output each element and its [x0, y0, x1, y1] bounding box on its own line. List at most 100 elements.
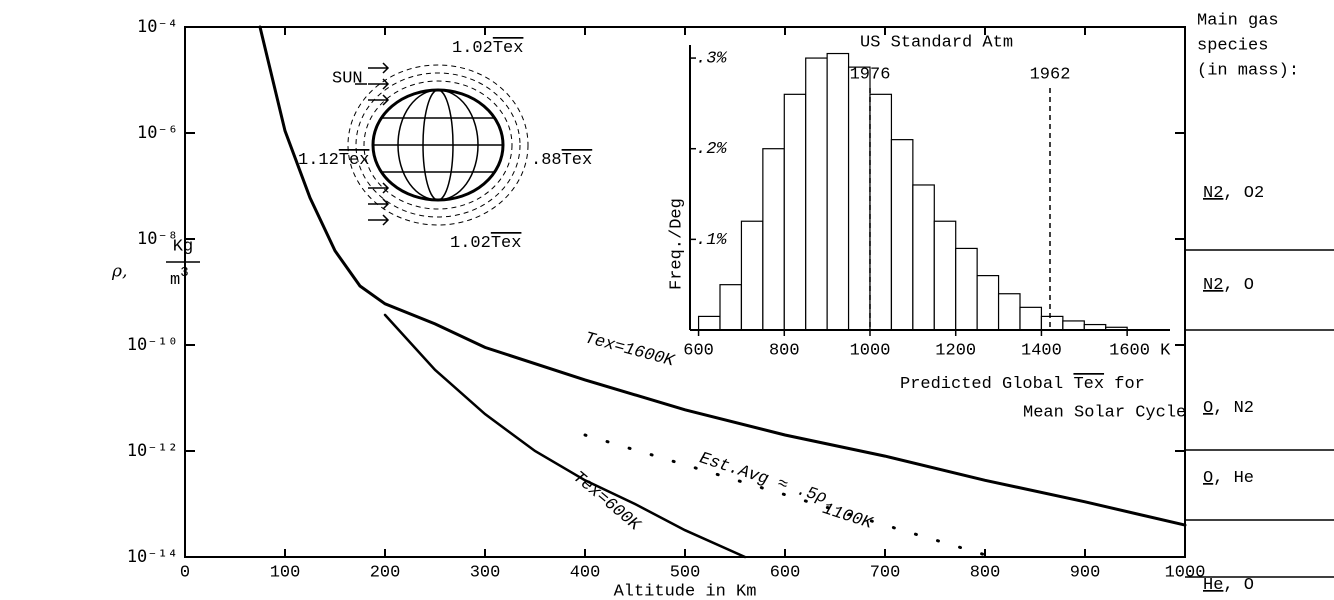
series-label-part: Est.Avg ≈ .5ρ [697, 450, 829, 509]
y-tick-label: 10⁻⁸ [137, 229, 178, 249]
inset-x-label-part: for [1104, 375, 1145, 394]
y-tick-label: 10⁻¹⁴ [127, 547, 178, 567]
species-label-part: , O2 [1223, 184, 1264, 203]
y-axis-unit-den: m3 [170, 265, 189, 291]
inset-x-tick-label: 1000 [850, 341, 891, 360]
histogram-bar [955, 247, 978, 331]
histogram-bar [847, 66, 871, 331]
histogram-bar [740, 220, 764, 331]
globe-label: .88Tex [531, 151, 592, 170]
species-title: (in mass): [1197, 61, 1299, 80]
inset-x-label: Predicted Global Tex for [900, 375, 1145, 394]
x-tick-label: 1000 [1165, 563, 1206, 582]
data-line [258, 25, 1187, 527]
species-label-part: O [1203, 399, 1213, 418]
x-tick-label: 100 [270, 563, 301, 582]
histogram-bar [697, 315, 721, 331]
globe-label: 1.02Tex [452, 39, 523, 58]
sun-label: SUN [332, 69, 363, 88]
species-label-part: N2 [1203, 276, 1223, 295]
plot-frame [184, 26, 1186, 558]
globe-label-part: 1.02 [452, 39, 493, 58]
reference-label: 1962 [1030, 65, 1071, 84]
y-tick-label: 10⁻¹² [127, 441, 178, 461]
inset-x-label-part: Predicted Global [900, 375, 1073, 394]
histogram-bar [826, 52, 850, 331]
series-label: Tex=1600K [582, 330, 676, 372]
histogram-bar [783, 93, 807, 331]
x-tick-label: 400 [570, 563, 601, 582]
species-panel [1185, 249, 1334, 578]
histogram-bar [890, 139, 914, 331]
x-tick-label: 500 [670, 563, 701, 582]
globe-label-part: Tex [491, 234, 522, 253]
species-label-part: , He [1213, 469, 1254, 488]
species-label-part: , N2 [1213, 399, 1254, 418]
inset-y-tick-label: .2% [696, 140, 727, 159]
y-tick-label: 10⁻⁶ [137, 123, 178, 143]
species-title: species [1197, 36, 1268, 55]
histogram-bar [762, 148, 785, 331]
inset-x-label-2: Mean Solar Cycle [1023, 403, 1186, 422]
species-label: He, O [1203, 576, 1254, 595]
globe [347, 62, 529, 226]
globe-label-part: 1.12 [298, 151, 339, 170]
histogram-bar [997, 293, 1021, 331]
species-title: Main gas [1197, 11, 1279, 30]
species-label-part: N2 [1203, 184, 1223, 203]
y-axis-symbol: ρ, [111, 262, 127, 282]
series-label: Est.Avg ≈ .5ρ1100K [694, 450, 878, 535]
data-line [583, 433, 987, 557]
histogram-bar [933, 220, 957, 331]
globe-label: 1.12Tex [298, 151, 369, 170]
data-line [383, 313, 747, 559]
species-label: O, He [1203, 469, 1254, 488]
histogram-bar [1019, 306, 1043, 331]
x-tick-label: 900 [1070, 563, 1101, 582]
globe-label-part: Tex [562, 151, 593, 170]
histogram-bar [805, 57, 828, 331]
inset-x-tick-label: 1400 [1021, 341, 1062, 360]
globe-label-part: Tex [493, 39, 524, 58]
species-label-part: , O [1223, 576, 1254, 595]
y-tick-label: 10⁻⁴ [137, 17, 178, 37]
histogram-bar [719, 284, 743, 331]
inset-title: US Standard Atm [860, 33, 1013, 52]
inset-x-label-part: Tex [1073, 375, 1104, 394]
x-tick-label: 200 [370, 563, 401, 582]
x-axis-label: Altitude in Km [614, 582, 757, 600]
inset-y-tick-label: .3% [696, 50, 727, 69]
histogram-bar [869, 93, 893, 331]
species-label: N2, O [1203, 276, 1254, 295]
inset-x-tick-label: 600 [683, 341, 714, 360]
series-label-part: 1100K [820, 500, 875, 534]
species-label: O, N2 [1203, 399, 1254, 418]
x-tick-label: 0 [180, 563, 190, 582]
series-label-part: Tex=1600K [582, 330, 676, 372]
y-axis-unit-num: Kg [173, 237, 193, 256]
histogram-bar [1040, 315, 1064, 331]
x-tick-label: 800 [970, 563, 1001, 582]
globe-label: 1.02Tex [450, 234, 521, 253]
globe-label-part: Tex [339, 151, 370, 170]
y-axis-unit-den-part: m [170, 271, 180, 290]
species-label-part: O [1203, 469, 1213, 488]
histogram-bar [976, 275, 1000, 331]
x-tick-label: 600 [770, 563, 801, 582]
inset-y-tick-label: .1% [696, 231, 727, 250]
histogram-bar [912, 184, 935, 331]
species-label-part: , O [1223, 276, 1254, 295]
y-tick-label: 10⁻¹⁰ [127, 335, 178, 355]
y-axis-unit-den-part: 3 [180, 265, 188, 281]
inset-x-tick-label: 1200 [935, 341, 976, 360]
x-tick-label: 700 [870, 563, 901, 582]
species-label-part: He [1203, 576, 1223, 595]
inset-y-label: Freq./Deg [667, 198, 686, 290]
globe-label-part: .88 [531, 151, 562, 170]
reference-label: 1976 [850, 65, 891, 84]
histogram-bar [1062, 320, 1085, 331]
x-tick-label: 300 [470, 563, 501, 582]
inset-x-tick-label: 1600 K [1109, 341, 1171, 360]
inset-x-tick-label: 800 [769, 341, 800, 360]
